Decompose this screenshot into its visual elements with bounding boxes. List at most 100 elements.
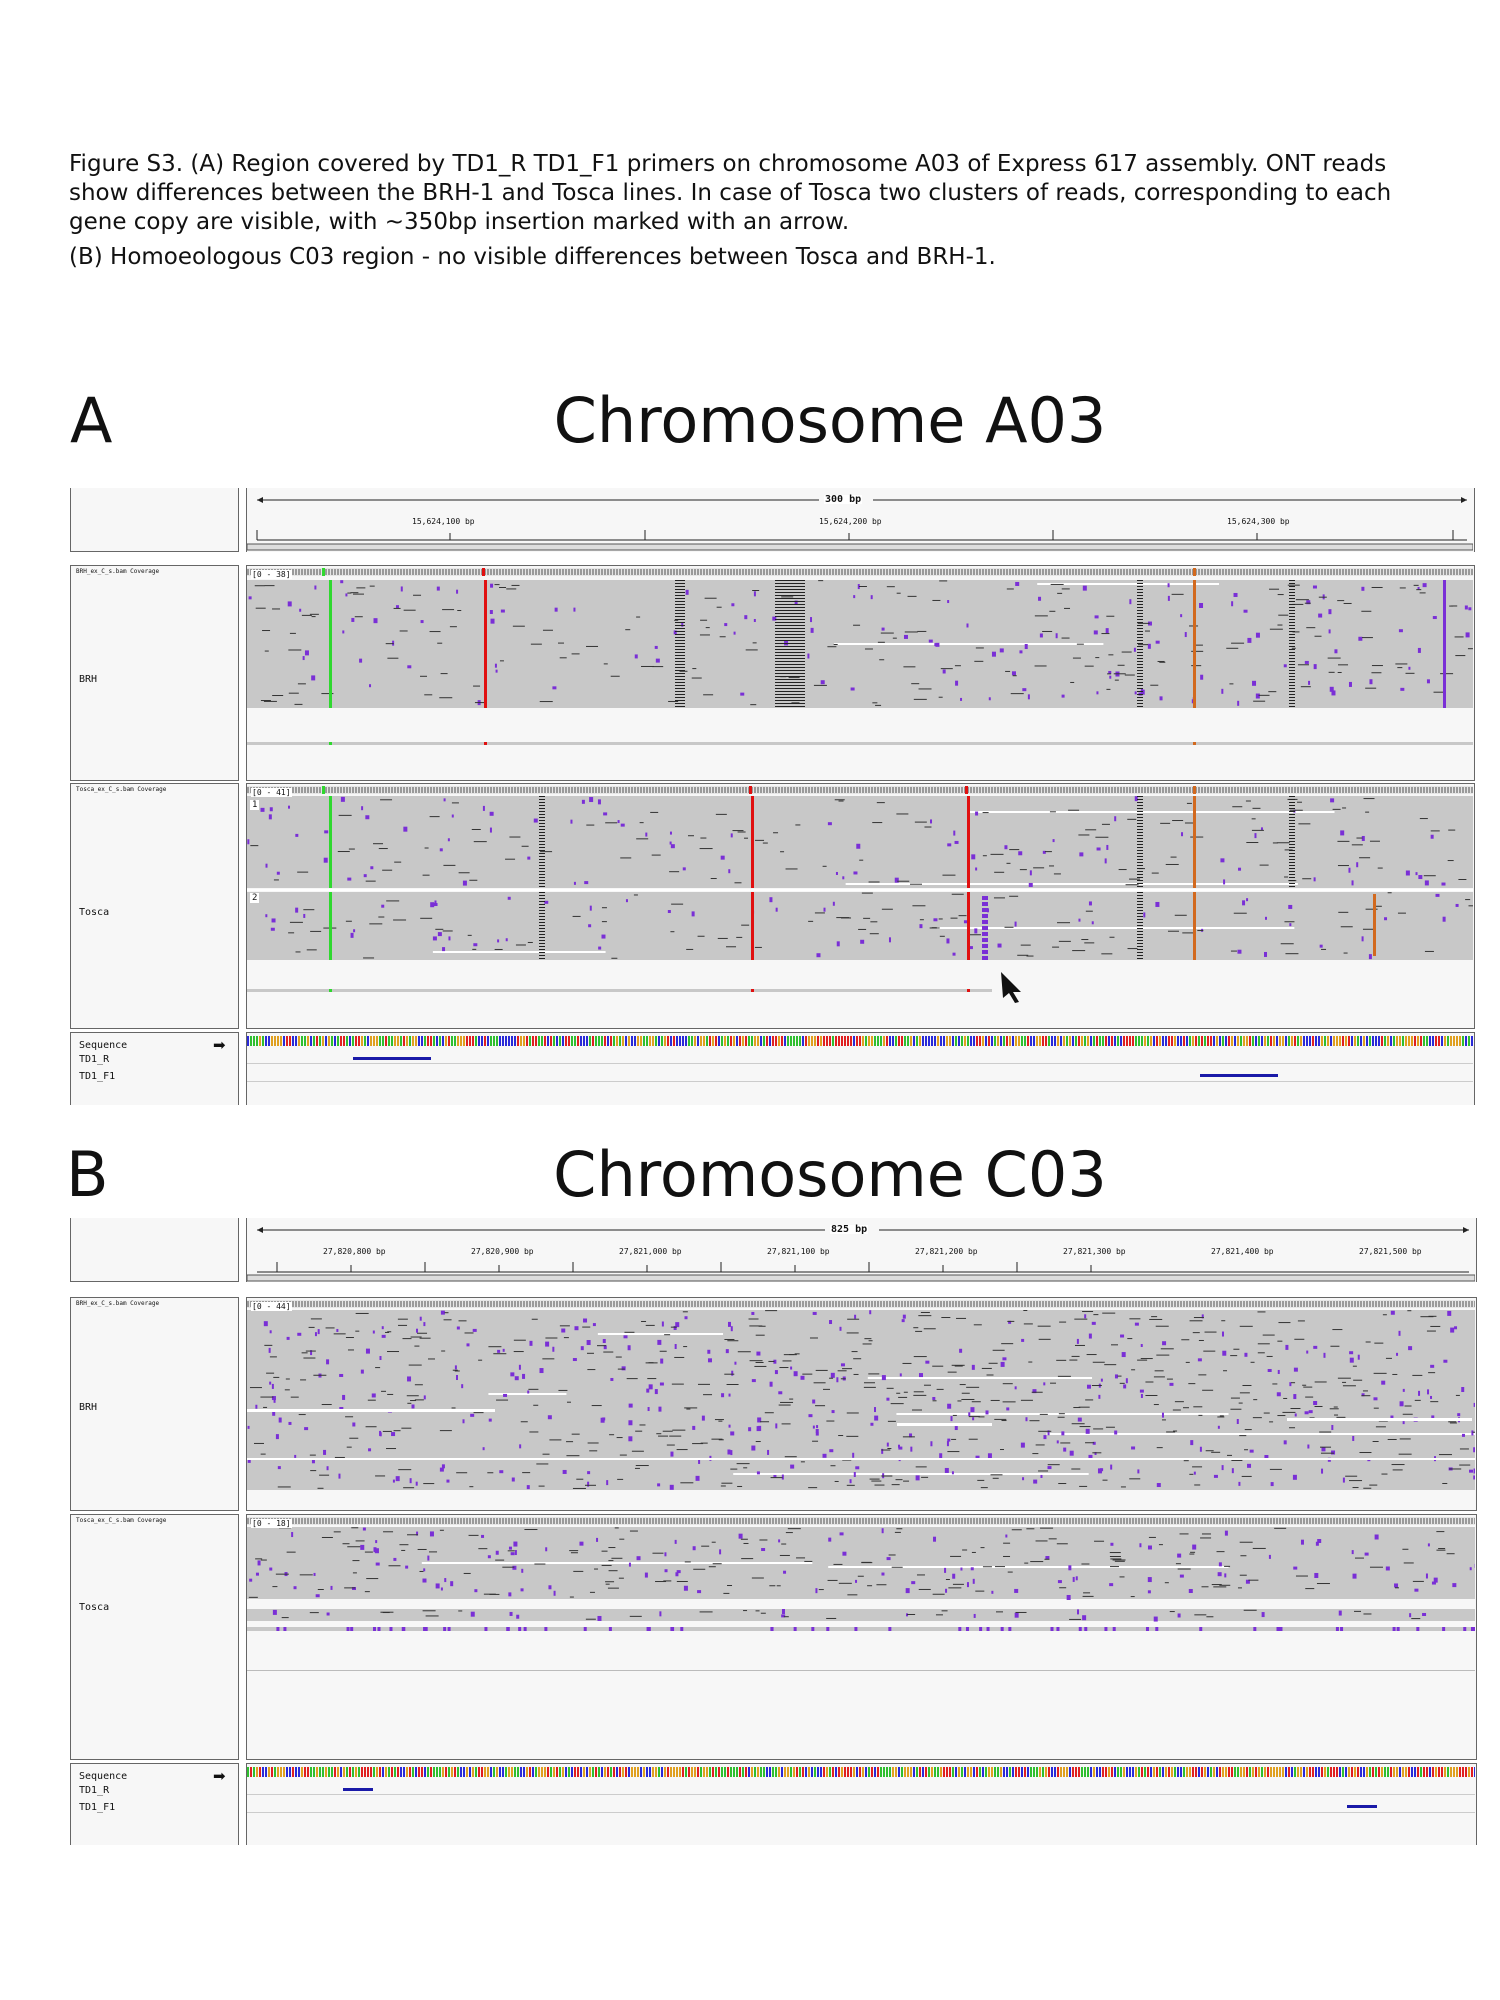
deletion-mark — [863, 917, 871, 919]
deletion-mark — [916, 1574, 925, 1576]
deletion-mark — [1059, 1587, 1067, 1589]
deletion-mark — [833, 643, 838, 645]
deletion-mark — [1091, 1385, 1102, 1387]
insertion-mark — [1288, 904, 1293, 909]
deletion-mark — [250, 845, 259, 847]
insertion-mark — [340, 796, 345, 802]
insertion-mark — [432, 936, 437, 941]
insertion-mark — [365, 1348, 370, 1354]
deletion-mark — [1095, 657, 1100, 659]
insertion-mark — [1461, 1387, 1465, 1393]
deletion-mark — [752, 642, 757, 644]
insertion-mark — [975, 811, 979, 816]
insertion-mark — [870, 1422, 874, 1426]
insertion-cluster — [982, 926, 988, 930]
deletion-mark — [857, 1575, 864, 1577]
insertion-mark — [1085, 1428, 1090, 1434]
deletion-mark — [387, 1331, 392, 1333]
insertion-mark — [1019, 650, 1023, 654]
deletion-mark — [538, 1485, 545, 1487]
deletion-mark — [1189, 1320, 1203, 1322]
deletion-mark — [982, 855, 987, 857]
insertion-cluster — [982, 950, 988, 954]
insertion-mark — [350, 932, 354, 938]
insertion-mark — [968, 946, 973, 950]
deletion-mark — [1292, 603, 1304, 605]
deletion-mark — [692, 668, 697, 670]
deletion-mark — [1007, 1320, 1015, 1322]
insertion-mark — [1422, 1612, 1427, 1616]
deletion-mark — [1252, 1417, 1262, 1419]
insertion-mark — [286, 1336, 290, 1340]
deletion-mark — [663, 1580, 672, 1582]
deletion-mark — [1338, 911, 1349, 913]
deletion-mark — [682, 1311, 688, 1313]
insertion-mark — [886, 1442, 889, 1447]
deletion-mark — [951, 1438, 957, 1440]
insertion-mark — [375, 1562, 380, 1566]
strand-arrow-icon[interactable]: ➡ — [213, 1767, 226, 1785]
deletion-mark — [1381, 1473, 1388, 1475]
strand-arrow-icon[interactable]: ➡ — [213, 1036, 226, 1054]
insertion-mark — [944, 1567, 947, 1573]
deletion-mark — [789, 1398, 794, 1400]
insertion-mark — [910, 1446, 913, 1452]
insertion-mark — [371, 1393, 376, 1398]
deletion-mark — [952, 1414, 957, 1416]
deletion-mark — [842, 1459, 852, 1461]
deletion-mark — [631, 1450, 644, 1452]
deletion-mark — [891, 1484, 900, 1486]
insertion-mark — [1106, 844, 1109, 850]
deletion-mark — [818, 1589, 824, 1591]
insertion-mark — [1006, 1407, 1010, 1411]
deletion-mark — [888, 1554, 896, 1556]
deletion-mark — [1114, 1560, 1125, 1562]
insertion-mark — [973, 1613, 976, 1618]
deletion-mark — [264, 650, 269, 652]
deletion-mark — [601, 921, 607, 923]
deletion-mark — [1354, 1557, 1364, 1559]
insertion-mark — [1190, 1440, 1194, 1446]
deletion-mark — [616, 1437, 623, 1439]
deletion-mark — [737, 831, 746, 833]
deletion-mark — [993, 897, 1005, 899]
deletion-mark — [755, 1610, 760, 1612]
insertion-mark — [1328, 609, 1332, 615]
insertion-mark — [701, 1415, 705, 1421]
insertion-mark — [767, 1449, 770, 1455]
deletion-mark — [743, 1542, 749, 1544]
deletion-mark — [473, 1412, 484, 1414]
insertion-mark — [628, 1562, 631, 1567]
deletion-mark — [986, 1374, 994, 1376]
deletion-mark — [463, 1572, 471, 1574]
deletion-mark — [308, 1326, 315, 1328]
insertion-mark — [247, 1458, 251, 1463]
deletion-mark — [727, 1340, 739, 1342]
deletion-mark — [1365, 811, 1370, 813]
deletion-mark — [1257, 1352, 1265, 1354]
deletion-mark — [289, 921, 303, 923]
insertion-mark — [1188, 1588, 1193, 1593]
deletion-mark — [918, 1588, 931, 1590]
deletion-mark — [1277, 594, 1284, 596]
insertion-mark — [1043, 1435, 1047, 1440]
deletion-mark — [1237, 1587, 1242, 1589]
deletion-mark — [615, 1356, 622, 1358]
insertion-mark — [751, 1445, 756, 1451]
deletion-mark — [981, 1367, 992, 1369]
insertion-mark — [1179, 1574, 1184, 1578]
deletion-mark — [1277, 1415, 1286, 1417]
deletion-mark — [1078, 1406, 1090, 1408]
deletion-mark — [417, 1548, 427, 1550]
deletion-mark — [521, 845, 529, 847]
deletion-mark — [781, 1423, 791, 1425]
insertion-mark — [1061, 694, 1065, 698]
deletion-mark — [386, 1448, 397, 1450]
insertion-mark — [946, 938, 950, 944]
deletion-mark — [586, 645, 599, 647]
deletion-mark — [1044, 851, 1052, 853]
deletion-mark — [1058, 1413, 1065, 1415]
deletion-mark — [1193, 1317, 1204, 1319]
deletion-mark — [527, 941, 533, 943]
deletion-mark — [1092, 1452, 1102, 1454]
